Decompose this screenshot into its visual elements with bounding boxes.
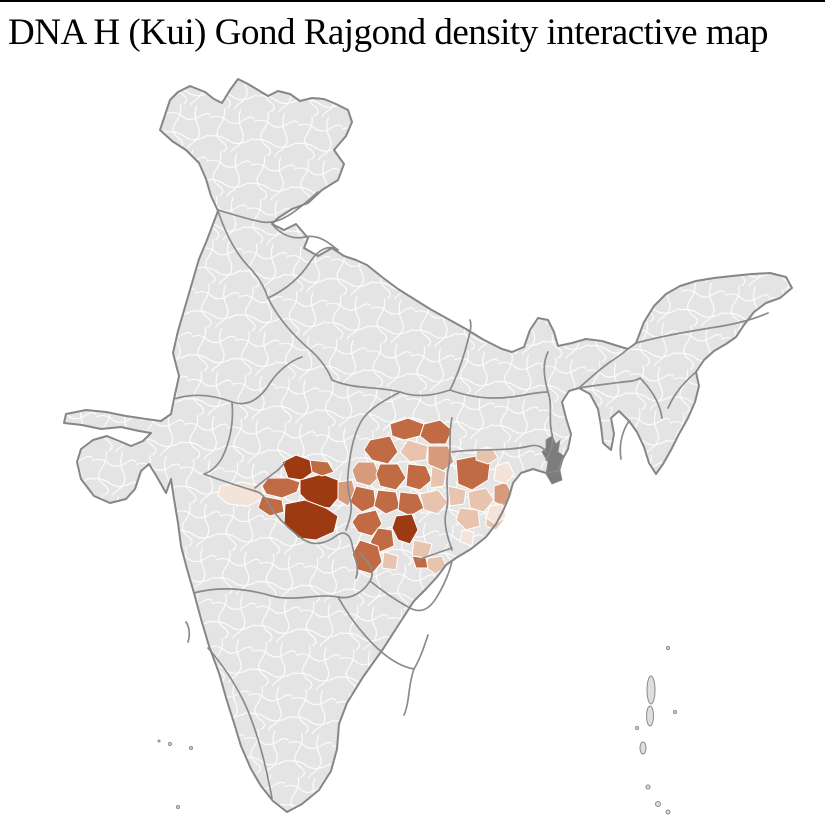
islands-layer bbox=[157, 646, 677, 815]
island bbox=[673, 710, 677, 714]
island bbox=[645, 784, 651, 790]
island bbox=[655, 801, 661, 807]
district-od-s-f[interactable] bbox=[459, 529, 475, 547]
island bbox=[639, 741, 647, 755]
island bbox=[646, 675, 656, 705]
district-mp-ne-mid[interactable] bbox=[309, 459, 335, 477]
island bbox=[635, 726, 639, 730]
district-od-f1[interactable] bbox=[493, 461, 515, 485]
district-cg-w2[interactable] bbox=[351, 461, 381, 487]
district-od-f2[interactable] bbox=[485, 503, 507, 525]
district-cg-sw1[interactable] bbox=[351, 509, 383, 537]
district-od-l1[interactable] bbox=[447, 485, 467, 507]
district-cg-c2[interactable] bbox=[405, 463, 433, 491]
district-od-l4[interactable] bbox=[455, 507, 481, 531]
island bbox=[665, 809, 671, 815]
district-cg-n3[interactable] bbox=[399, 439, 429, 463]
district-cg-s-dark[interactable] bbox=[391, 513, 419, 545]
page-title: DNA H (Kui) Gond Rajgond density interac… bbox=[8, 12, 769, 53]
district-cg-c4[interactable] bbox=[397, 491, 425, 517]
island bbox=[168, 742, 172, 746]
district-mp-w-mid[interactable] bbox=[261, 477, 301, 499]
district-od-ne-light[interactable] bbox=[475, 447, 499, 465]
colored-districts-layer bbox=[217, 417, 515, 575]
district-cg-e3[interactable] bbox=[419, 489, 449, 515]
district-cg-c3[interactable] bbox=[373, 489, 401, 515]
island bbox=[646, 705, 654, 727]
india-outline bbox=[63, 78, 793, 813]
district-cg-n2[interactable] bbox=[419, 419, 453, 445]
top-rule bbox=[0, 0, 825, 2]
island bbox=[666, 646, 670, 650]
district-ap-coast-mid[interactable] bbox=[411, 555, 429, 569]
district-west-outlier[interactable] bbox=[217, 481, 265, 507]
island bbox=[157, 739, 161, 743]
district-cg-c1[interactable] bbox=[375, 463, 407, 491]
state-borders-layer bbox=[173, 191, 769, 799]
district-od-l2[interactable] bbox=[467, 487, 495, 513]
district-cg-e2[interactable] bbox=[429, 465, 447, 489]
island bbox=[189, 746, 193, 750]
island bbox=[176, 805, 180, 809]
district-cg-s-light[interactable] bbox=[381, 551, 399, 571]
